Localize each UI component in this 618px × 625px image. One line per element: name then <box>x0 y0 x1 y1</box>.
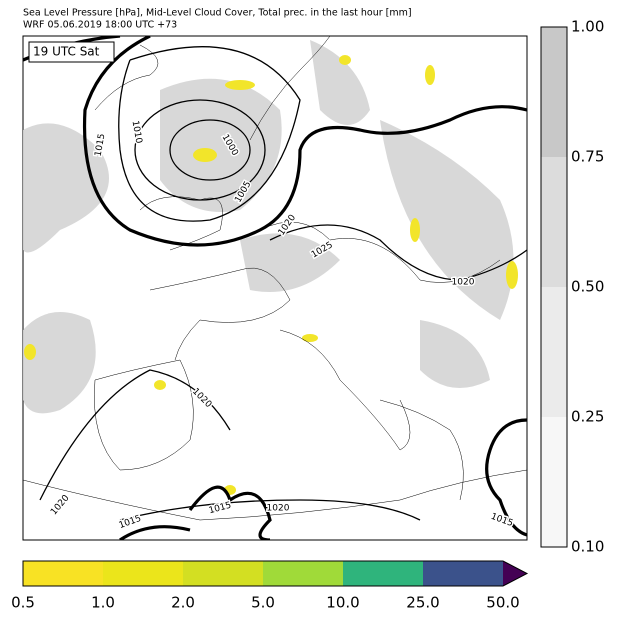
time-label-box <box>28 41 115 63</box>
cloud-tick-label: 0.25 <box>571 408 604 426</box>
precip-color-segment <box>423 561 503 586</box>
precip-tick-label: 25.0 <box>406 594 439 612</box>
precip-colorbar: 0.5 1.0 2.0 5.0 10.0 25.0 50.0 <box>11 560 529 612</box>
precip-color-segment <box>183 561 263 586</box>
map: 1015101010001005102010251020102010201015… <box>22 35 528 541</box>
title: Sea Level Pressure [hPa], Mid-Level Clou… <box>23 8 412 19</box>
cloud-colorbar: 0.10 0.25 0.50 0.75 1.00 <box>540 18 604 556</box>
cloud-tick-label: 0.50 <box>571 278 604 296</box>
cloud-tick-label: 0.10 <box>571 538 604 556</box>
precip-tick-label: 50.0 <box>486 594 519 612</box>
cloud-tick-label: 0.75 <box>571 148 604 166</box>
precip-color-segment <box>343 561 423 586</box>
precip-colorbar-frame <box>22 560 529 587</box>
precip-color-segment <box>103 561 183 586</box>
precip-color-segment <box>23 561 103 586</box>
cloud-color-segment <box>541 27 567 157</box>
cloud-color-segment <box>541 287 567 417</box>
precip-tick-label: 10.0 <box>326 594 359 612</box>
cloud-colorbar-frame <box>540 26 568 548</box>
isobar-label: 1020 <box>452 278 475 288</box>
precip-color-segment <box>263 561 343 586</box>
time-label: 19 UTC Sat <box>33 45 100 59</box>
cloud-color-segment <box>541 417 567 547</box>
cloud-color-segment <box>541 157 567 287</box>
precip-tick-label: 1.0 <box>91 594 115 612</box>
precip-tick-label: 2.0 <box>171 594 195 612</box>
precip-tick-label: 5.0 <box>251 594 275 612</box>
precip-tick-label: 0.5 <box>11 594 35 612</box>
isobar-label: 1020 <box>267 504 290 514</box>
subtitle: WRF 05.06.2019 18:00 UTC +73 <box>23 20 177 31</box>
cloud-tick-label: 1.00 <box>571 18 604 36</box>
precip-over-triangle <box>503 561 527 586</box>
